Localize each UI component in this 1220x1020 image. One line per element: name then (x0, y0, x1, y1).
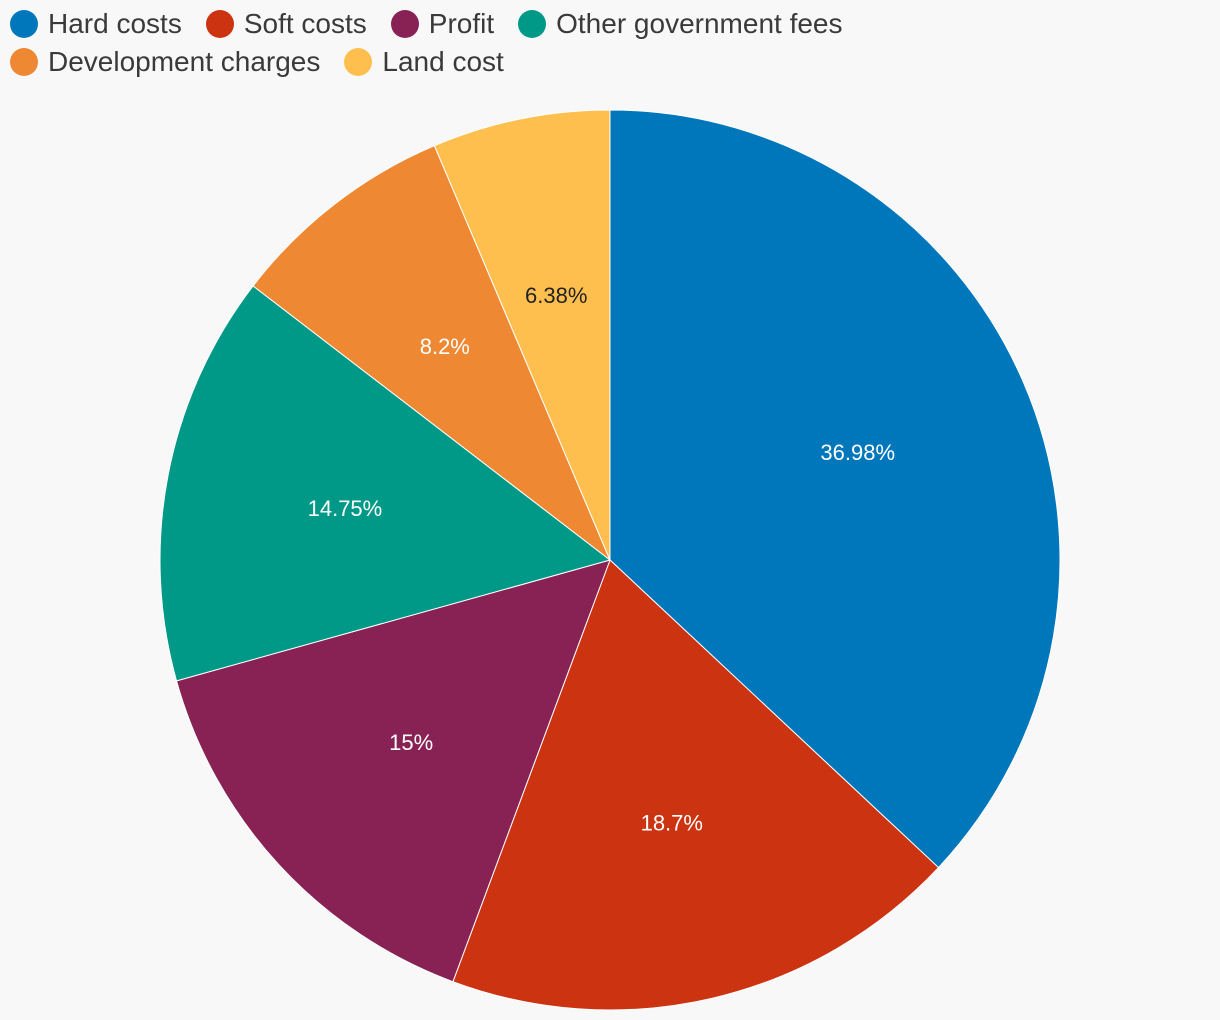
pie-slice[interactable] (609, 109, 1061, 869)
slice-data-label: 15% (389, 730, 433, 755)
pie-slice[interactable] (452, 559, 939, 1011)
slice-data-label: 18.7% (641, 810, 703, 835)
pie-slice[interactable] (252, 145, 611, 561)
legend-label: Hard costs (48, 7, 182, 39)
legend-label: Profit (428, 7, 495, 39)
legend-label: Other government fees (556, 7, 843, 39)
legend-item[interactable]: Profit (390, 7, 495, 39)
slice-data-label: 6.38% (525, 283, 587, 308)
legend-label: Development charges (48, 45, 321, 77)
legend-swatch (390, 9, 419, 38)
slice-data-label: 36.98% (820, 440, 895, 465)
pie-slice[interactable] (159, 285, 611, 682)
pie-slice[interactable] (433, 109, 611, 561)
legend-item[interactable]: Soft costs (205, 7, 367, 39)
legend-swatch (205, 9, 234, 38)
legend-swatch (10, 9, 38, 38)
slice-data-label: 14.75% (308, 496, 383, 521)
legend-swatch (344, 47, 373, 76)
legend-swatch (518, 9, 547, 38)
legend-item[interactable]: Other government fees (518, 7, 843, 39)
pie-slice[interactable] (176, 559, 611, 983)
legend-item[interactable]: Development charges (10, 46, 320, 77)
legend-item[interactable]: Land cost (344, 45, 504, 77)
slice-data-label: 8.2% (420, 334, 470, 359)
legend-item[interactable]: Hard costs (10, 8, 182, 39)
legend-label: Land cost (382, 45, 504, 77)
legend: Hard costs Soft costs Profit Other governme… (10, 8, 1010, 77)
legend-label: Soft costs (243, 7, 367, 39)
legend-swatch (10, 47, 38, 76)
